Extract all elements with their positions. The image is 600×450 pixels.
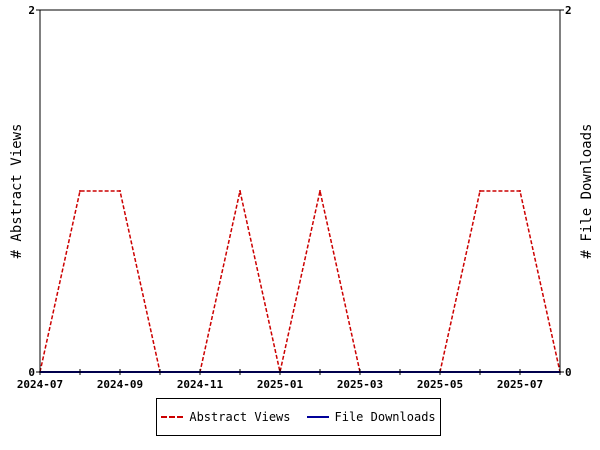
x-tick-label: 2025-05 — [417, 378, 463, 391]
data-point-abstract-views — [79, 190, 81, 192]
legend-swatch-file-downloads — [306, 416, 329, 418]
y-axis-title-right: # File Downloads — [579, 124, 595, 259]
x-tick-label: 2024-07 — [17, 378, 63, 391]
y-tick-label-right: 0 — [565, 366, 572, 379]
legend-item-abstract-views: Abstract Views — [161, 410, 291, 424]
data-point-abstract-views — [319, 190, 321, 192]
x-tick-label: 2025-03 — [337, 378, 383, 391]
legend-label-abstract-views: Abstract Views — [189, 410, 291, 424]
data-point-abstract-views — [239, 190, 241, 192]
x-tick-label: 2024-11 — [177, 378, 224, 391]
series-line-abstract-views — [39, 190, 561, 373]
x-tick-label: 2024-09 — [97, 378, 143, 391]
data-point-abstract-views — [119, 190, 121, 192]
x-tick-label: 2025-07 — [497, 378, 543, 391]
y-axis-title-left: # Abstract Views — [9, 124, 25, 259]
data-point-abstract-views — [479, 190, 481, 192]
y-tick-label-left: 0 — [28, 366, 35, 379]
x-tick-label: 2025-01 — [257, 378, 304, 391]
y-tick-label-left: 2 — [28, 4, 35, 17]
y-tick-label-right: 2 — [565, 4, 572, 17]
legend-swatch-abstract-views — [161, 416, 184, 418]
legend: Abstract Views File Downloads — [156, 398, 441, 436]
legend-item-file-downloads: File Downloads — [306, 410, 436, 424]
data-point-abstract-views — [519, 190, 521, 192]
chart-marks — [39, 190, 561, 373]
chart-axes: 2024-07 2024-09 2024-11 2025-01 2025-03 2025-… — [9, 4, 595, 391]
legend-label-file-downloads: File Downloads — [334, 410, 436, 424]
